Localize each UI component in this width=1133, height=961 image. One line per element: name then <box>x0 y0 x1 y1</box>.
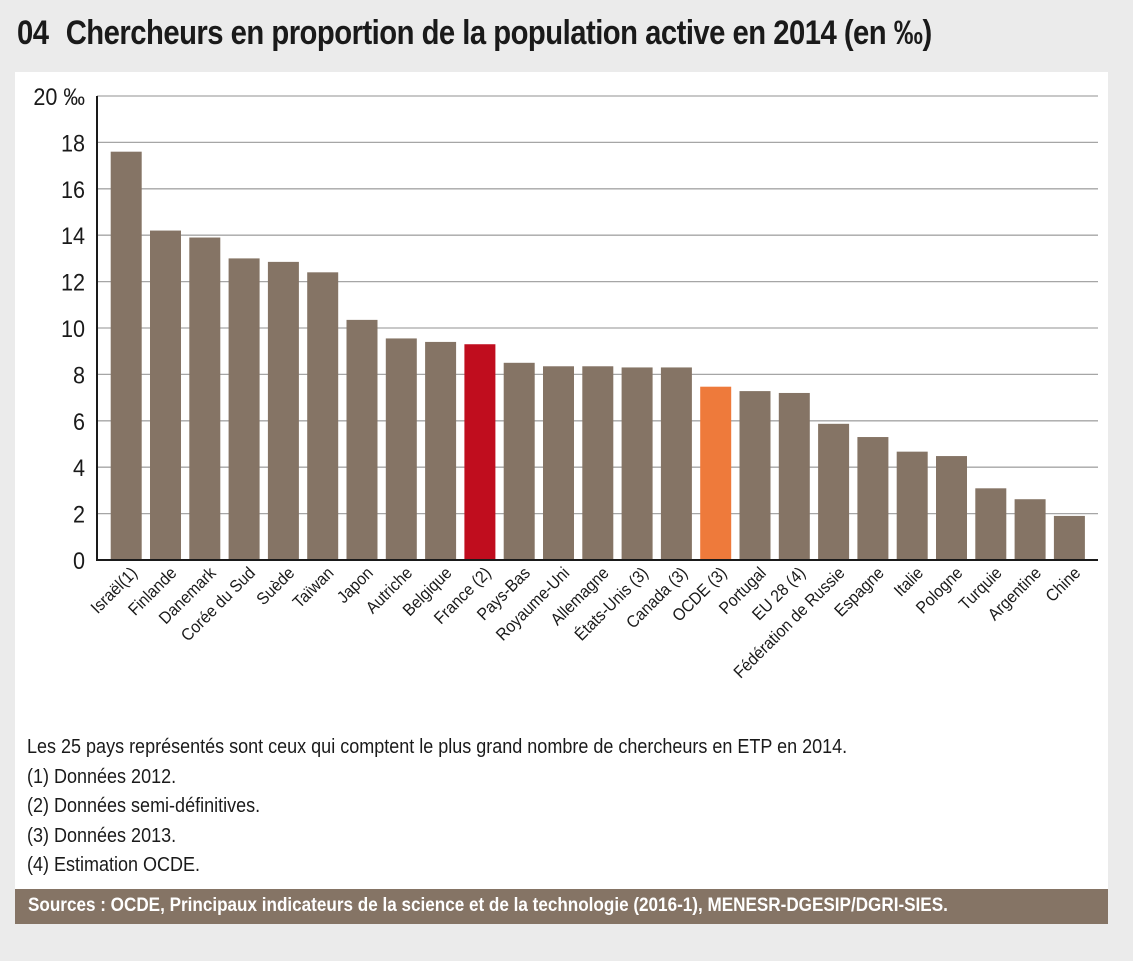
bar-chart: 0 2 4 6 8 10 12 14 16 18 20 ‰ Israël(1)FinlandeDan… <box>33 83 1098 682</box>
bar-france-2 <box>464 344 496 560</box>
y-tick-label: 8 <box>73 361 85 388</box>
bar-pays-bas <box>503 362 535 560</box>
bar-canada-3 <box>660 367 692 560</box>
bar-argentine <box>1014 499 1046 560</box>
bar-isra-l-1 <box>110 151 142 560</box>
notes: Les 25 pays représentés sont ceux qui co… <box>27 733 847 881</box>
y-tick-label: 2 <box>73 501 85 528</box>
bar-autriche <box>385 338 417 560</box>
chart-title: 04 Chercheurs en proportion de la populat… <box>17 14 932 53</box>
y-tick-label: 14 <box>61 222 85 249</box>
bar-espagne <box>857 437 889 560</box>
bar-ocde-3 <box>700 386 732 560</box>
note-intro: Les 25 pays représentés sont ceux qui co… <box>27 736 848 758</box>
note-2: (2) Données semi-définitives. <box>27 795 261 817</box>
y-tick-label: 12 <box>61 269 85 296</box>
bar-danemark <box>189 237 221 560</box>
bar-royaume-uni <box>543 366 574 560</box>
y-tick-label: 10 <box>61 315 85 342</box>
bar-pologne <box>936 456 967 560</box>
x-tick-label: Taïwan <box>289 564 337 612</box>
axes <box>96 96 1098 561</box>
bar-finlande <box>150 230 181 560</box>
y-tick-label: 20 ‰ <box>33 83 85 110</box>
bar-su-de <box>267 261 299 560</box>
bars <box>110 151 1085 560</box>
bar-eu-28-4 <box>778 392 810 560</box>
note-4: (4) Estimation OCDE. <box>27 854 201 876</box>
chart-number: 04 <box>17 14 49 52</box>
bar-belgique <box>425 341 457 560</box>
bar-tats-unis-3 <box>621 367 653 560</box>
bar-japon <box>346 319 378 560</box>
bar-f-d-ration-de-russie <box>818 423 850 560</box>
source-bar: Sources : OCDE, Principaux indicateurs d… <box>15 889 1108 924</box>
bar-ta-wan <box>307 272 339 560</box>
y-axis-ticks: 0 2 4 6 8 10 12 14 16 18 20 ‰ <box>33 83 85 574</box>
bar-italie <box>896 451 928 560</box>
y-tick-label: 4 <box>73 454 85 481</box>
bar-cor-e-du-sud <box>228 258 260 560</box>
note-1: (1) Données 2012. <box>27 765 177 788</box>
source-text: Sources : OCDE, Principaux indicateurs d… <box>28 895 948 916</box>
x-tick-label: Chine <box>1042 564 1084 606</box>
bar-portugal <box>739 391 771 560</box>
chart-title-text: Chercheurs en proportion de la populatio… <box>65 14 933 52</box>
y-tick-label: 0 <box>73 547 85 574</box>
note-3: (3) Données 2013. <box>27 824 177 847</box>
bar-allemagne <box>582 366 614 560</box>
bar-chine <box>1053 515 1085 560</box>
y-tick-label: 6 <box>73 408 85 435</box>
bar-turquie <box>975 488 1007 560</box>
y-tick-label: 16 <box>61 176 85 203</box>
y-tick-label: 18 <box>61 129 85 156</box>
